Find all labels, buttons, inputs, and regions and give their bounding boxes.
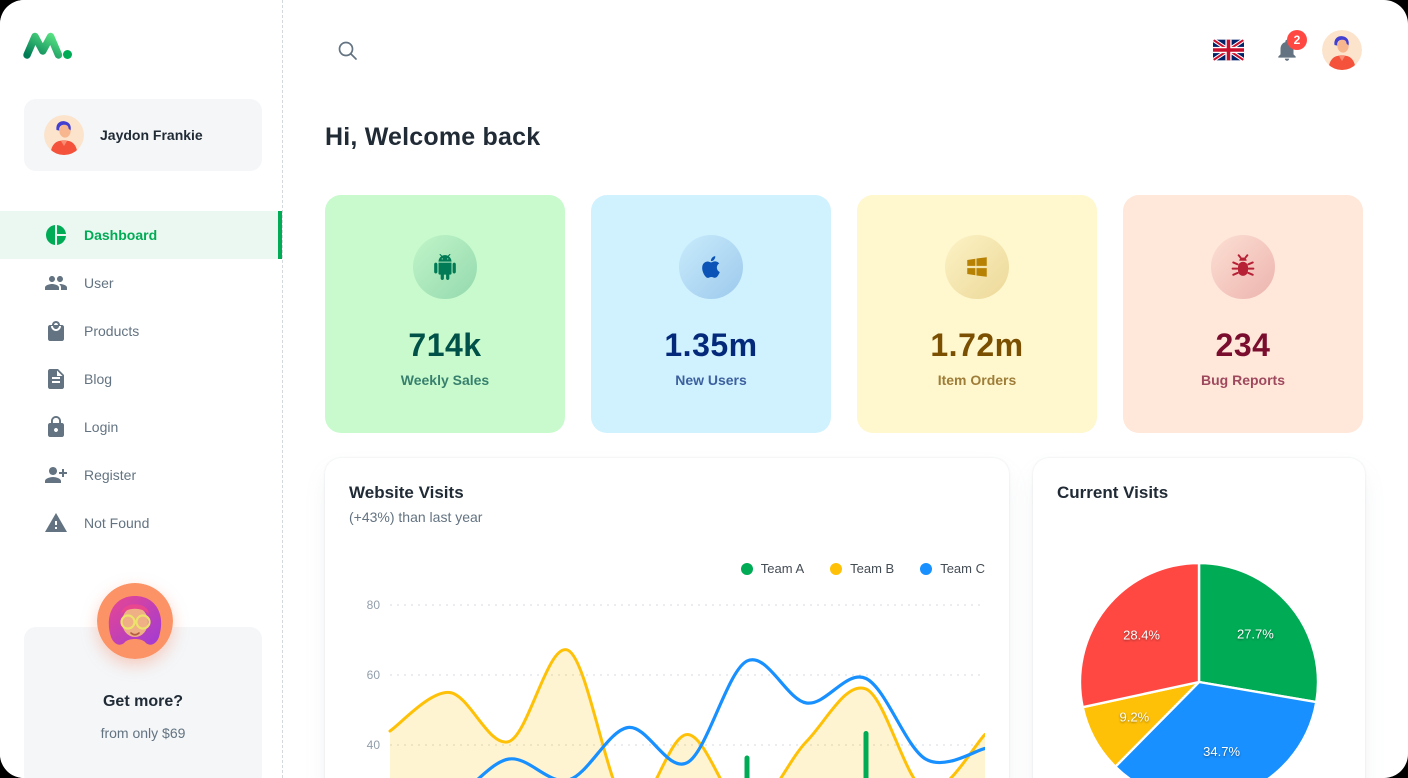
chart-title: Current Visits (1057, 483, 1169, 502)
svg-text:27.7%: 27.7% (1237, 626, 1274, 641)
uk-flag-icon (1213, 39, 1244, 61)
sidebar-item-not-found[interactable]: Not Found (0, 499, 282, 547)
apple-icon (679, 235, 743, 299)
svg-text:60: 60 (367, 668, 381, 682)
svg-text:34.7%: 34.7% (1203, 744, 1240, 759)
stat-label: Bug Reports (1201, 372, 1285, 388)
nav-label: Register (84, 467, 137, 483)
stat-value: 1.72m (930, 327, 1024, 363)
nav-label: Products (84, 323, 140, 339)
warning-icon (45, 513, 67, 532)
stat-label: New Users (675, 372, 747, 388)
language-button[interactable] (1213, 39, 1244, 61)
nav-label: Blog (84, 371, 113, 387)
sidebar-item-dashboard[interactable]: Dashboard (0, 211, 282, 259)
windows-icon (945, 235, 1009, 299)
legend-item-team-b[interactable]: Team B (830, 561, 894, 576)
current-visits-pie-chart: 27.7% 34.7% 9.2% 28.4% (1078, 561, 1320, 778)
shopping-bag-icon (48, 321, 64, 341)
lock-icon (48, 416, 64, 437)
svg-text:28.4%: 28.4% (1123, 628, 1160, 643)
account-card[interactable]: Jaydon Frankie (24, 99, 262, 171)
nav-label: User (84, 275, 114, 291)
profile-avatar-button[interactable] (1322, 30, 1362, 70)
legend-item-team-a[interactable]: Team A (740, 561, 805, 576)
user-avatar (44, 115, 84, 155)
pie-chart-icon (46, 225, 66, 245)
sidebar-item-register[interactable]: Register (0, 451, 282, 499)
sidebar-item-products[interactable]: Products (0, 307, 282, 355)
person-add-icon (45, 467, 67, 483)
stats-row: 714k Weekly Sales 1.35m New Users 1.72m … (325, 195, 1363, 433)
bug-icon (1211, 235, 1275, 299)
stat-card-bug-reports: 234 Bug Reports (1123, 195, 1363, 433)
account-name: Jaydon Frankie (100, 127, 203, 143)
svg-text:80: 80 (367, 598, 381, 612)
promo-subtitle: from only $69 (100, 725, 186, 741)
svg-text:9.2%: 9.2% (1120, 710, 1150, 725)
chart-legend: Team A Team B Team C (740, 561, 985, 576)
stat-card-new-users: 1.35m New Users (591, 195, 831, 433)
legend-item-team-c[interactable]: Team C (920, 561, 985, 576)
legend-label: Team A (760, 561, 805, 576)
page-title: Hi, Welcome back (325, 123, 541, 151)
svg-text:40: 40 (367, 738, 381, 752)
current-visits-card: Current Visits 27.7% 34.7% 9.2% 28.4% (1033, 458, 1365, 778)
android-icon (413, 235, 477, 299)
charts-row: Website Visits (+43%) than last year Tea… (325, 458, 1365, 778)
document-icon (48, 369, 64, 389)
stat-value: 714k (408, 327, 482, 363)
legend-label: Team C (940, 561, 985, 576)
nav-label: Login (84, 419, 119, 435)
promo-title: Get more? (102, 693, 183, 710)
users-icon (45, 276, 67, 290)
sidebar-item-user[interactable]: User (0, 259, 282, 307)
sidebar-nav: Dashboard User Products Blog (0, 211, 282, 547)
stat-value: 234 (1215, 327, 1271, 363)
stat-label: Item Orders (937, 372, 1017, 388)
promo-avatar-illustration (97, 583, 173, 659)
notification-badge: 2 (1287, 30, 1307, 50)
legend-dot (740, 562, 753, 575)
legend-dot (920, 562, 933, 575)
legend-dot (830, 562, 843, 575)
stat-label: Weekly Sales (400, 372, 490, 388)
search-button[interactable] (336, 39, 360, 63)
chart-title: Website Visits (349, 483, 464, 502)
website-visits-card: Website Visits (+43%) than last year Tea… (325, 458, 1009, 778)
stat-card-weekly-sales: 714k Weekly Sales (325, 195, 565, 433)
stat-value: 1.35m (664, 327, 758, 363)
nav-label: Dashboard (84, 227, 158, 243)
minimal-logo-icon[interactable] (22, 28, 74, 67)
sidebar-item-blog[interactable]: Blog (0, 355, 282, 403)
sidebar-item-login[interactable]: Login (0, 403, 282, 451)
sidebar: Jaydon Frankie Dashboard User Products (0, 0, 283, 778)
stat-card-item-orders: 1.72m Item Orders (857, 195, 1097, 433)
nav-label: Not Found (84, 515, 150, 531)
main-content: 2 Hi, Welcome back 714k Weekly Sales (284, 0, 1408, 778)
chart-subtitle: (+43%) than last year (349, 509, 483, 525)
search-icon (338, 41, 357, 60)
website-visits-chart: 80 60 40 (367, 598, 985, 778)
legend-label: Team B (850, 561, 895, 576)
